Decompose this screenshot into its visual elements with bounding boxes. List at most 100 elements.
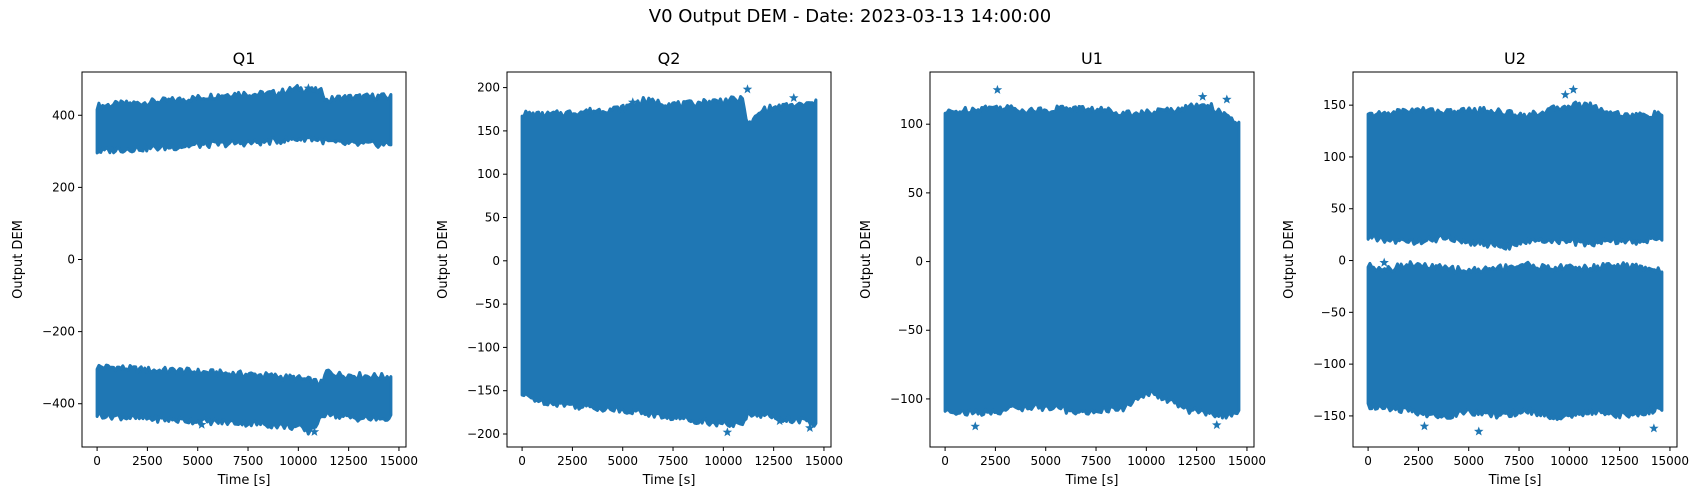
scatter-point <box>970 421 980 431</box>
x-tick-label: 5000 <box>607 454 638 468</box>
x-tick-label: 12500 <box>330 454 368 468</box>
scatter-point <box>1419 421 1430 431</box>
scatter-band <box>943 102 1241 420</box>
scatter-point <box>628 97 638 107</box>
x-tick-label: 0 <box>518 454 526 468</box>
x-axis-label: Time [s] <box>642 473 696 488</box>
y-tick-label: 100 <box>477 167 500 181</box>
subplot-title: U2 <box>1504 49 1526 68</box>
y-tick-label: −150 <box>467 384 500 398</box>
x-tick-label: 15000 <box>380 454 418 468</box>
x-tick-label: 7500 <box>1504 454 1535 468</box>
scatter-point <box>722 427 733 437</box>
x-axis-label: Time [s] <box>1065 473 1119 488</box>
scatter-point <box>1197 91 1208 101</box>
scatter-point <box>742 84 753 94</box>
scatter-point <box>1568 84 1579 94</box>
x-tick-label: 0 <box>941 454 949 468</box>
x-tick-label: 5000 <box>1030 454 1061 468</box>
x-tick-label: 2500 <box>557 454 588 468</box>
scatter-lower-band <box>95 363 393 436</box>
figure-title: V0 Output DEM - Date: 2023-03-13 14:00:0… <box>648 6 1052 27</box>
y-tick-label: −150 <box>1313 409 1346 423</box>
x-tick-label: 12500 <box>1178 454 1216 468</box>
y-tick-label: 50 <box>485 210 500 224</box>
scatter-point <box>805 422 815 432</box>
subplot-u2: 0 2500 5000 7500 10000 12500 15000 −150 −100 −50 0… <box>1282 49 1689 488</box>
y-tick-label: 100 <box>1323 150 1346 164</box>
scatter-upper-band <box>1366 100 1664 251</box>
scatter-point <box>1649 423 1659 433</box>
y-axis-label: Output DEM <box>436 220 451 299</box>
scatter-point <box>992 84 1003 94</box>
y-axis-label: Output DEM <box>1282 220 1297 299</box>
x-tick-label: 2500 <box>1403 454 1434 468</box>
subplot-title: U1 <box>1081 49 1103 68</box>
data-layer <box>520 84 818 437</box>
x-tick-label: 5000 <box>182 454 213 468</box>
x-tick-label: 2500 <box>132 454 163 468</box>
subplot-q1: 0 2500 5000 7500 10000 12500 15000 −400 −200 0 200… <box>11 49 418 488</box>
y-tick-label: −50 <box>475 297 500 311</box>
x-tick-label: 0 <box>93 454 101 468</box>
y-tick-label: 150 <box>1323 98 1346 112</box>
subplot-u1: 0 2500 5000 7500 10000 12500 15000 −100 −50 0 50 10… <box>859 49 1266 488</box>
scatter-point <box>1212 420 1222 430</box>
scatter-lower-band <box>1366 260 1664 421</box>
x-tick-label: 2500 <box>980 454 1011 468</box>
scatter-point <box>774 416 785 426</box>
scatter-point <box>789 93 799 102</box>
y-axis-label: Output DEM <box>11 220 26 299</box>
y-tick-label: 0 <box>67 253 75 267</box>
scatter-point <box>1560 89 1571 99</box>
x-tick-label: 10000 <box>279 454 317 468</box>
scatter-point <box>303 83 314 93</box>
y-tick-label: −100 <box>890 392 923 406</box>
y-tick-label: 150 <box>477 124 500 138</box>
subplot-q2: 0 2500 5000 7500 10000 12500 15000 −200 −150 −100… <box>436 49 843 488</box>
y-tick-label: 100 <box>900 117 923 131</box>
y-tick-label: −50 <box>1321 305 1346 319</box>
y-tick-label: 200 <box>477 81 500 95</box>
x-tick-label: 12500 <box>1601 454 1639 468</box>
x-tick-label: 0 <box>1364 454 1372 468</box>
y-axis-label: Output DEM <box>859 220 874 299</box>
axes-frame <box>929 71 1255 448</box>
y-tick-label: 0 <box>1338 254 1346 268</box>
subplot-title: Q1 <box>233 49 256 68</box>
x-tick-label: 15000 <box>1651 454 1689 468</box>
x-axis-label: Time [s] <box>1488 473 1542 488</box>
y-tick-label: 200 <box>52 180 75 194</box>
scatter-point <box>1222 94 1232 104</box>
y-tick-label: 0 <box>915 255 923 269</box>
scatter-band <box>520 95 818 429</box>
x-tick-label: 15000 <box>805 454 843 468</box>
x-tick-label: 15000 <box>1228 454 1266 468</box>
y-tick-label: 400 <box>52 108 75 122</box>
data-layer <box>943 84 1241 431</box>
y-tick-label: 50 <box>908 186 923 200</box>
x-axis-label: Time [s] <box>217 473 271 488</box>
y-tick-label: 0 <box>492 254 500 268</box>
y-tick-label: 50 <box>1331 202 1346 216</box>
y-tick-label: −100 <box>467 340 500 354</box>
scatter-upper-band <box>95 84 393 155</box>
x-tick-label: 7500 <box>1081 454 1112 468</box>
y-tick-label: −50 <box>898 323 923 337</box>
y-tick-label: −400 <box>42 397 75 411</box>
x-tick-label: 7500 <box>658 454 689 468</box>
y-tick-label: −200 <box>467 427 500 441</box>
data-layer <box>95 83 393 436</box>
x-tick-label: 10000 <box>1127 454 1165 468</box>
subplot-title: Q2 <box>658 49 681 68</box>
scatter-point <box>1474 426 1484 436</box>
scatter-point <box>197 419 207 429</box>
y-tick-label: −200 <box>42 325 75 339</box>
x-tick-label: 10000 <box>704 454 742 468</box>
axes-frame <box>506 71 832 448</box>
y-tick-label: −100 <box>1313 357 1346 371</box>
scatter-point <box>309 426 320 436</box>
axes-frame <box>1352 71 1678 448</box>
x-tick-label: 12500 <box>755 454 793 468</box>
